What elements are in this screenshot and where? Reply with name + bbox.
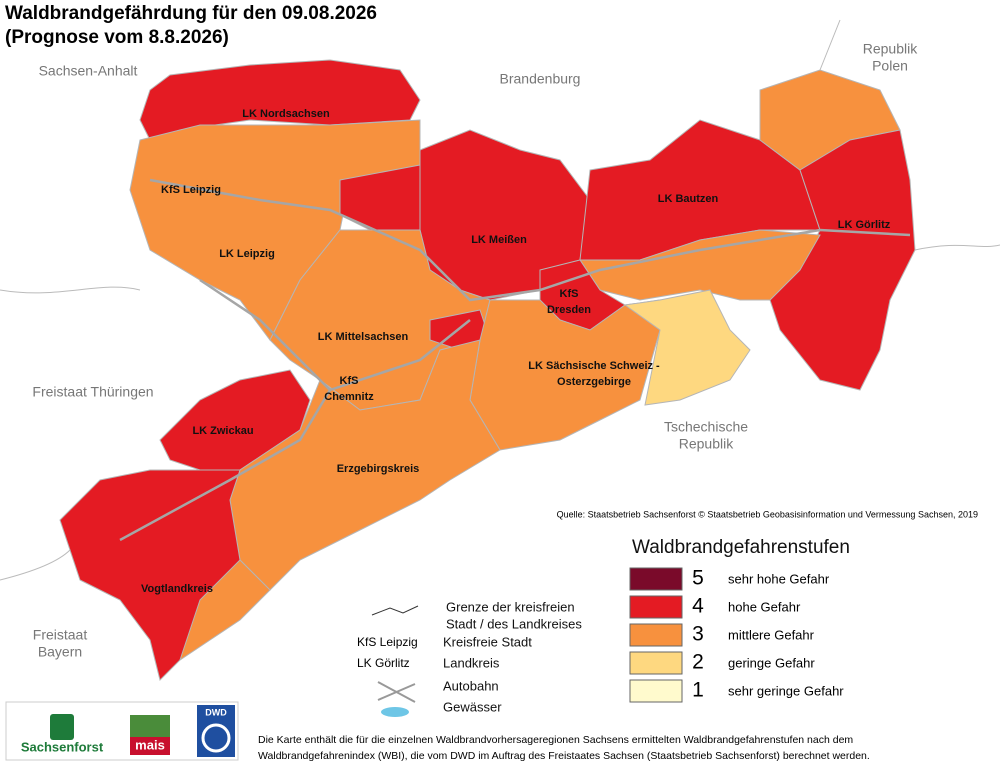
district-label: Osterzgebirge [557, 376, 631, 388]
district-label: KfS [340, 375, 359, 387]
forecast-zone [59, 469, 241, 681]
motorways [119, 178, 911, 542]
legend-swatch [629, 623, 683, 647]
map [59, 59, 916, 681]
district-label: KfS [560, 288, 579, 300]
borders [0, 19, 1000, 581]
forecast-zone [623, 289, 751, 406]
district-label: LK Meißen [471, 234, 527, 246]
logo-text: DWD [205, 707, 227, 717]
district-label: LK Zwickau [192, 425, 253, 437]
district-label: LK Sächsische Schweiz - [528, 360, 660, 372]
neighbor-label: Sachsen-Anhalt [39, 63, 138, 79]
forecast-zone [179, 559, 271, 662]
legend-level: 1 [692, 679, 704, 702]
legend-swatch [629, 651, 683, 675]
neighbor-label: Brandenburg [500, 71, 581, 87]
neighbor-label: Republik [679, 436, 734, 452]
key-label: Kreisfreie Stadt [443, 634, 532, 649]
district-label: KfS Leipzig [161, 184, 221, 196]
legend-level: 4 [692, 595, 704, 618]
forecast-zone [579, 229, 821, 301]
legend-swatch [629, 567, 683, 591]
legend-title: Waldbrandgefahrenstufen [632, 537, 850, 558]
district-label: Vogtlandkreis [141, 583, 213, 595]
source: Quelle: Staatsbetrieb Sachsenforst © Sta… [557, 509, 978, 519]
legend-label: geringe Gefahr [728, 655, 815, 670]
legend-label: sehr geringe Gefahr [728, 683, 844, 698]
district-label: Chemnitz [324, 391, 374, 403]
key-motorway-icon [377, 681, 416, 703]
neighbor-label: Tschechische [664, 419, 748, 435]
neighbor-label: Bayern [38, 644, 82, 660]
key-label: Gewässer [443, 699, 502, 714]
legend-label: hohe Gefahr [728, 599, 801, 614]
legend-label: sehr hohe Gefahr [728, 571, 830, 586]
key-label: Autobahn [443, 678, 499, 693]
key-water-icon [381, 707, 409, 717]
key-label: Landkreis [443, 655, 500, 670]
legend-level: 2 [692, 651, 704, 674]
key-boundary-icon [371, 605, 419, 616]
logo-text: mais [135, 737, 165, 752]
neighbor-label: Freistaat Thüringen [32, 384, 153, 400]
district-label: Dresden [547, 304, 591, 316]
key-example: KfS Leipzig [357, 635, 418, 649]
legend-swatch [629, 595, 683, 619]
key-example: LK Görlitz [357, 656, 410, 670]
district-label: LK Mittelsachsen [318, 331, 409, 343]
neighbor-label: Republik [863, 41, 918, 57]
neighbor-label: Freistaat [33, 627, 88, 643]
title: Waldbrandgefährdung für den 09.08.2026 [5, 3, 377, 24]
footnote: Waldbrandgefahrenindex (WBI), die vom DW… [258, 750, 870, 762]
district-label: Erzgebirgskreis [337, 463, 420, 475]
district-label: LK Nordsachsen [242, 108, 330, 120]
logo-mais-top [130, 715, 170, 737]
district-label: LK Bautzen [658, 193, 719, 205]
district-label: LK Görlitz [838, 219, 891, 231]
legend-level: 5 [692, 567, 704, 590]
legend-level: 3 [692, 623, 704, 646]
district-label: LK Leipzig [219, 248, 275, 260]
logo-dwd-swirl [201, 723, 231, 753]
footnote: Die Karte enthält die für die einzelnen … [258, 734, 853, 746]
title: (Prognose vom 8.8.2026) [5, 27, 229, 48]
neighbor-label: Polen [872, 58, 908, 74]
key-label: Grenze der kreisfreien [446, 599, 575, 614]
key-label: Stadt / des Landkreises [446, 616, 582, 631]
legend-label: mittlere Gefahr [728, 627, 815, 642]
logo-sachsenforst-icon [50, 714, 74, 740]
logo-text: Sachsenforst [21, 739, 104, 754]
legend-swatch [629, 679, 683, 703]
